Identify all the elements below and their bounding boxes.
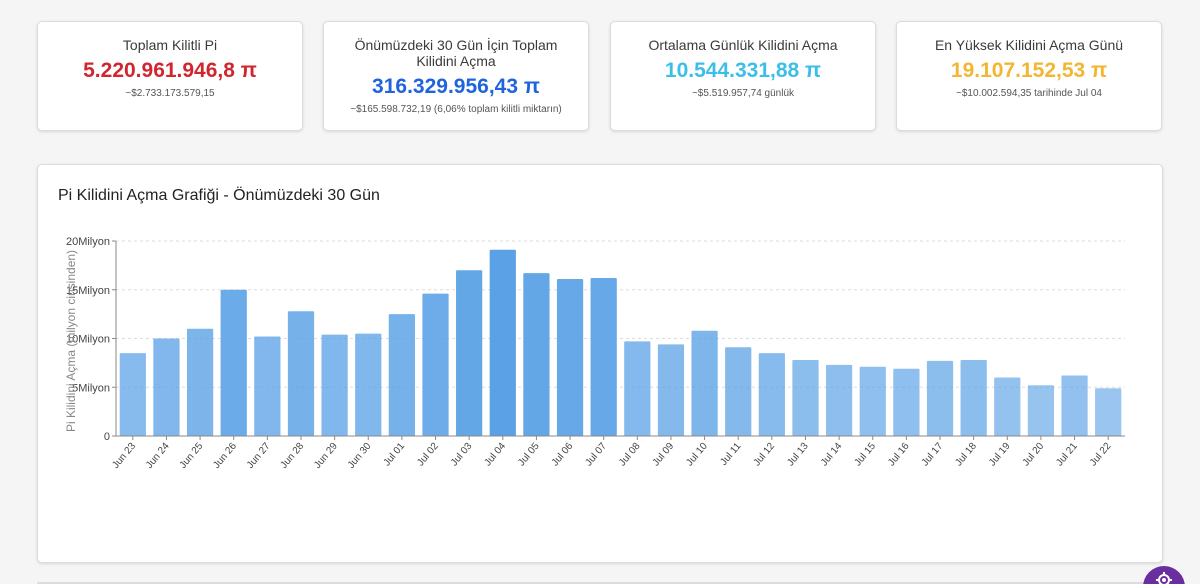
- x-tick-label: Jul 04: [483, 441, 509, 469]
- card-title: Toplam Kilitli Pi: [122, 37, 218, 53]
- card-value: 316.329.956,43 π: [372, 75, 540, 98]
- x-tick-label: Jul 16: [886, 441, 912, 469]
- bar-jul-07: [590, 278, 617, 436]
- bar-jun-25: [186, 328, 214, 436]
- card-title: Önümüzdeki 30 Gün İçin Toplam Kilidini A…: [354, 37, 558, 69]
- x-tick-label: Jul 06: [550, 441, 576, 469]
- x-tick-label: Jun 30: [346, 441, 374, 471]
- bar-jul-11: [725, 347, 752, 436]
- bar-jul-08: [624, 341, 651, 436]
- y-axis-label: Pi Kilidini Açma (milyon cinsinden): [64, 250, 78, 432]
- x-tick-label: Jun 23: [110, 441, 138, 471]
- bar-jul-17: [926, 360, 954, 436]
- bar-jul-16: [893, 368, 920, 436]
- bar-jun-28: [287, 311, 315, 436]
- x-tick-label: Jul 11: [718, 441, 743, 468]
- card-subtext: ~$2.733.173.579,15: [125, 88, 215, 99]
- x-tick-label: Jul 17: [920, 441, 946, 469]
- y-tick-label: 10Milyon: [66, 334, 110, 346]
- bar-jul-12: [758, 353, 785, 436]
- x-tick-label: Jul 12: [752, 441, 778, 469]
- x-tick-label: Jul 08: [617, 441, 643, 469]
- bar-jun-26: [220, 289, 247, 436]
- card-value: 5.220.961.946,8 π: [83, 59, 257, 82]
- bar-jul-15: [859, 366, 886, 436]
- x-tick-label: Jul 21: [1054, 441, 1080, 469]
- bar-jun-24: [153, 338, 180, 436]
- y-tick-label: 0: [104, 431, 110, 443]
- x-tick-label: Jul 02: [415, 441, 441, 469]
- x-tick-label: Jul 07: [583, 441, 609, 469]
- bar-jul-14: [825, 364, 853, 436]
- bar-jul-18: [960, 359, 987, 436]
- x-tick-label: Jun 26: [211, 441, 239, 471]
- x-tick-label: Jul 01: [382, 441, 408, 469]
- y-tick-label: 15Milyon: [66, 285, 110, 297]
- bar-jul-01: [388, 314, 416, 436]
- chart-y-ticks: 0 5Milyon 10Milyon 15Milyon 20Milyon: [66, 236, 116, 443]
- bar-jul-06: [556, 279, 584, 436]
- x-tick-label: Jun 27: [245, 441, 273, 471]
- bar-jun-27: [254, 336, 281, 436]
- x-tick-label: Jun 29: [312, 441, 340, 471]
- bar-jun-29: [321, 334, 348, 436]
- stats-cards: Toplam Kilitli Pi 5.220.961.946,8 π ~$2.…: [37, 21, 1163, 131]
- chart-title: Pi Kilidini Açma Grafiği - Önümüzdeki 30…: [58, 187, 380, 204]
- x-tick-label: Jul 09: [651, 441, 677, 469]
- bar-jul-13: [792, 359, 819, 436]
- chart-bars: [119, 249, 1122, 436]
- x-tick-label: Jul 13: [785, 441, 811, 469]
- card-title: En Yüksek Kilidini Açma Günü: [934, 37, 1124, 53]
- x-tick-label: Jul 20: [1021, 441, 1047, 469]
- chart-x-ticks: Jun 23 Jun 24 Jun 25 Jun 26 Jun 27 Jun 28 Jun …: [110, 436, 1114, 471]
- bar-jul-22: [1095, 388, 1122, 436]
- x-tick-label: Jul 15: [852, 441, 878, 469]
- bar-jul-10: [691, 330, 718, 436]
- bar-jul-05: [523, 273, 550, 436]
- card-value: 19.107.152,53 π: [950, 59, 1108, 82]
- y-tick-label: 5Milyon: [72, 382, 110, 394]
- x-tick-label: Jul 14: [819, 441, 845, 469]
- card-subtext: ~$10.002.594,35 tarihinde Jul 04: [956, 88, 1102, 99]
- card-total-unlock-30d: Önümüzdeki 30 Gün İçin Toplam Kilidini A…: [323, 21, 589, 131]
- card-subtext: ~$5.519.957,74 günlük: [691, 88, 795, 99]
- bar-jun-30: [355, 333, 382, 436]
- bar-jun-23: [119, 353, 146, 436]
- y-tick-label: 20Milyon: [66, 236, 110, 248]
- x-tick-label: Jun 28: [279, 441, 307, 471]
- bar-jul-04: [489, 249, 516, 436]
- gear-icon: [1156, 572, 1172, 584]
- x-tick-label: Jul 18: [953, 441, 979, 469]
- card-avg-daily-unlock: Ortalama Günlük Kilidini Açma 10.544.331…: [610, 21, 876, 131]
- bar-jul-21: [1061, 375, 1088, 436]
- chart-panel: Pi Kilidini Açma Grafiği - Önümüzdeki 30…: [37, 164, 1163, 563]
- bar-jul-20: [1027, 385, 1055, 436]
- card-title: Ortalama Günlük Kilidini Açma: [648, 37, 838, 53]
- next-panel-edge: [37, 582, 1163, 584]
- x-tick-label: Jul 05: [516, 441, 542, 469]
- x-tick-label: Jun 24: [144, 441, 172, 471]
- settings-button[interactable]: [1143, 566, 1185, 584]
- x-tick-label: Jul 10: [684, 441, 710, 469]
- bar-jul-09: [657, 344, 685, 436]
- x-tick-label: Jun 25: [178, 441, 206, 471]
- bar-jul-03: [456, 270, 483, 436]
- bar-jul-02: [422, 293, 449, 436]
- x-tick-label: Jul 22: [1088, 441, 1114, 469]
- x-tick-label: Jul 03: [449, 441, 475, 469]
- card-value: 10.544.331,88 π: [664, 59, 822, 82]
- card-total-locked: Toplam Kilitli Pi 5.220.961.946,8 π ~$2.…: [37, 21, 303, 131]
- card-subtext: ~$165.598.732,19 (6,06% toplam kilitli m…: [350, 104, 562, 115]
- x-tick-label: Jul 19: [987, 441, 1013, 469]
- bar-jul-19: [994, 377, 1021, 436]
- card-peak-unlock-day: En Yüksek Kilidini Açma Günü 19.107.152,…: [896, 21, 1162, 131]
